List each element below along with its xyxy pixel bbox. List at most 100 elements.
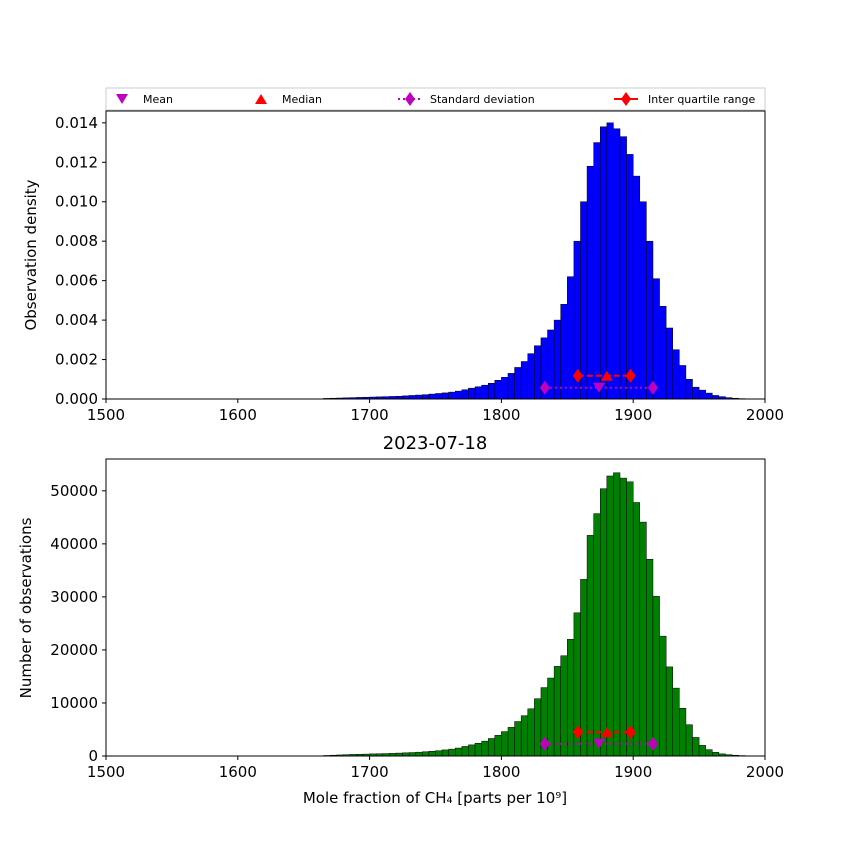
legend: Mean Median Standard deviation Inter qua… — [105, 87, 766, 111]
count-bar — [461, 746, 469, 757]
count-bar — [520, 715, 529, 757]
density-bar — [659, 306, 667, 400]
density-bar — [448, 391, 456, 400]
count-bar — [474, 743, 482, 757]
density-std-marker — [539, 380, 550, 395]
count-bar — [679, 708, 687, 757]
count-y-ticks: 0 10000 20000 30000 40000 50000 — [50, 482, 106, 765]
count-x-tick-label: 1700 — [351, 763, 389, 781]
count-bar — [435, 750, 443, 757]
count-x-tick-label: 2000 — [746, 763, 784, 781]
density-histogram-panel: 1500 1600 1700 1800 1900 2000 0.000 0.002 0.004… — [22, 110, 784, 424]
density-x-tick-label: 1600 — [219, 406, 257, 424]
density-bar — [665, 327, 673, 400]
count-y-axis-label: Number of observations — [17, 517, 35, 698]
count-bar — [698, 745, 706, 757]
legend-median-marker — [255, 94, 267, 104]
count-bar — [560, 655, 568, 757]
density-bar — [613, 128, 621, 400]
density-bar — [487, 382, 496, 400]
density-bar — [527, 353, 535, 400]
count-bar — [626, 481, 634, 757]
count-bar — [408, 752, 416, 757]
count-y-tick-label: 10000 — [50, 694, 98, 712]
count-bar — [692, 737, 700, 757]
density-bar — [586, 165, 594, 400]
density-bar — [441, 392, 449, 400]
density-bar — [567, 276, 575, 400]
density-bar — [705, 392, 713, 400]
count-bar — [580, 579, 588, 757]
count-bar — [428, 750, 436, 757]
count-bar — [481, 740, 489, 757]
count-bar — [712, 752, 720, 757]
count-median-marker — [600, 727, 613, 738]
count-bar — [415, 751, 423, 757]
density-x-tick-label: 1700 — [351, 406, 389, 424]
count-y-tick-label: 0 — [88, 747, 98, 765]
density-bar — [679, 365, 687, 400]
density-bar — [672, 349, 680, 400]
density-x-ticks: 1500 1600 1700 1800 1900 2000 — [87, 399, 784, 424]
density-iqr-marker — [625, 368, 636, 383]
count-x-ticks: 1500 1600 1700 1800 1900 2000 — [87, 756, 784, 781]
density-bar — [692, 386, 700, 400]
density-bar — [685, 379, 693, 400]
count-x-tick-label: 1600 — [219, 763, 257, 781]
count-x-tick-label: 1500 — [87, 763, 125, 781]
density-y-ticks: 0.000 0.002 0.004 0.006 0.008 0.010 0.012 0.014 — [55, 114, 106, 408]
density-bar — [698, 389, 706, 400]
density-y-tick-label: 0.006 — [55, 272, 98, 290]
density-bar — [534, 345, 542, 400]
density-axes-frame — [105, 110, 766, 400]
legend-iqr-label: Inter quartile range — [648, 93, 755, 106]
density-bar — [712, 395, 720, 400]
count-bar — [534, 698, 542, 757]
density-bar — [593, 142, 601, 400]
count-bar — [455, 747, 463, 757]
density-y-tick-label: 0.012 — [55, 153, 98, 171]
count-std-marker — [539, 736, 550, 751]
density-bar — [520, 361, 529, 400]
count-bar — [659, 635, 667, 757]
density-bar — [514, 367, 522, 400]
count-y-tick-label: 30000 — [50, 588, 98, 606]
count-bar — [639, 521, 647, 757]
density-bar — [652, 278, 660, 400]
density-y-tick-label: 0.010 — [55, 193, 98, 211]
count-chart-title: 2023-07-18 — [383, 433, 488, 454]
count-bar — [494, 735, 502, 757]
density-bar — [422, 394, 430, 400]
count-x-axis-label: Mole fraction of CH₄ [parts per 10⁹] — [303, 789, 567, 807]
count-bar — [448, 748, 456, 757]
density-std-marker — [647, 380, 658, 395]
count-bar — [567, 639, 575, 757]
count-std-marker — [647, 736, 658, 751]
density-y-tick-label: 0.004 — [55, 311, 98, 329]
count-bar — [600, 488, 608, 757]
count-y-tick-label: 50000 — [50, 482, 98, 500]
density-bar — [435, 393, 443, 400]
density-x-tick-label: 1900 — [614, 406, 652, 424]
count-summary-markers — [539, 725, 658, 751]
density-y-tick-label: 0.008 — [55, 232, 98, 250]
density-y-tick-label: 0.014 — [55, 114, 98, 132]
count-y-tick-label: 40000 — [50, 535, 98, 553]
density-y-tick-label: 0.002 — [55, 351, 98, 369]
count-bar — [586, 535, 594, 757]
count-bar — [441, 749, 449, 757]
count-bar — [705, 749, 713, 757]
count-bar — [593, 513, 601, 757]
count-x-tick-label: 1900 — [614, 763, 652, 781]
count-bar — [422, 751, 430, 757]
density-bar — [461, 389, 469, 400]
count-bar — [553, 666, 561, 757]
count-bar — [527, 708, 535, 757]
count-mean-marker — [592, 738, 605, 749]
density-bar — [455, 390, 463, 400]
density-bar — [600, 126, 608, 400]
legend-std-label: Standard deviation — [430, 93, 535, 106]
density-bar — [468, 387, 476, 400]
density-bar — [494, 380, 502, 400]
legend-mean-label: Mean — [143, 93, 173, 106]
